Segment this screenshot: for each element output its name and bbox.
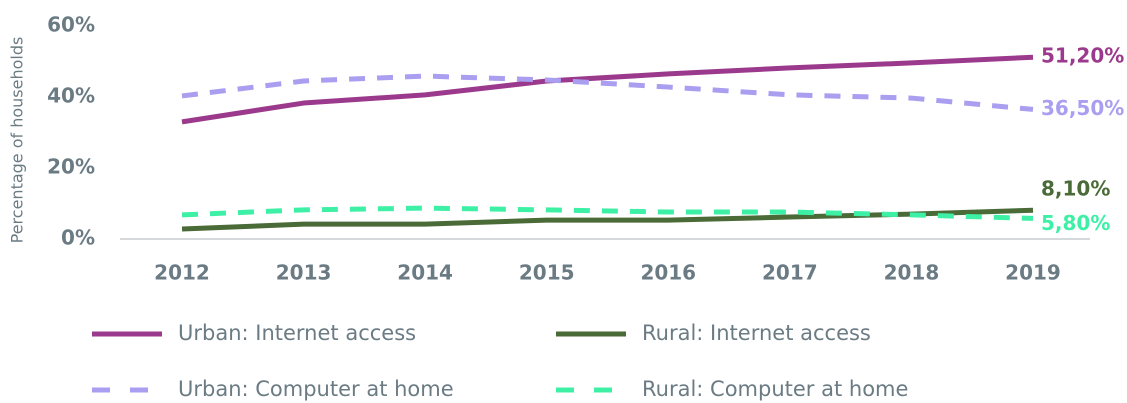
x-tick-label: 2012 [154,261,210,285]
value-label: 8,10% [1041,177,1110,201]
y-tick-label: 0% [61,226,95,250]
legend-label: Urban: Internet access [178,321,416,345]
series-line [181,205,1034,221]
x-tick-label: 2018 [884,261,940,285]
value-label: 5,80% [1041,211,1110,235]
x-tick-label: 2017 [762,261,818,285]
y-axis-label: Percentage of households [8,37,27,244]
y-tick-label: 40% [47,84,95,108]
y-tick-label: 20% [47,155,95,179]
x-tick-label: 2013 [276,261,332,285]
legend-label: Rural: Internet access [642,321,871,345]
x-tick-label: 2014 [397,261,453,285]
value-label: 51,20% [1041,44,1124,68]
x-tick-label: 2015 [519,261,575,285]
x-tick-label: 2016 [640,261,696,285]
value-label: 36,50% [1041,96,1124,120]
legend-label: Urban: Computer at home [178,377,454,401]
y-tick-label: 60% [47,13,95,37]
series-line [181,54,1034,125]
x-tick-label: 2019 [1005,261,1061,285]
series-line [181,73,1034,112]
legend-label: Rural: Computer at home [642,377,908,401]
